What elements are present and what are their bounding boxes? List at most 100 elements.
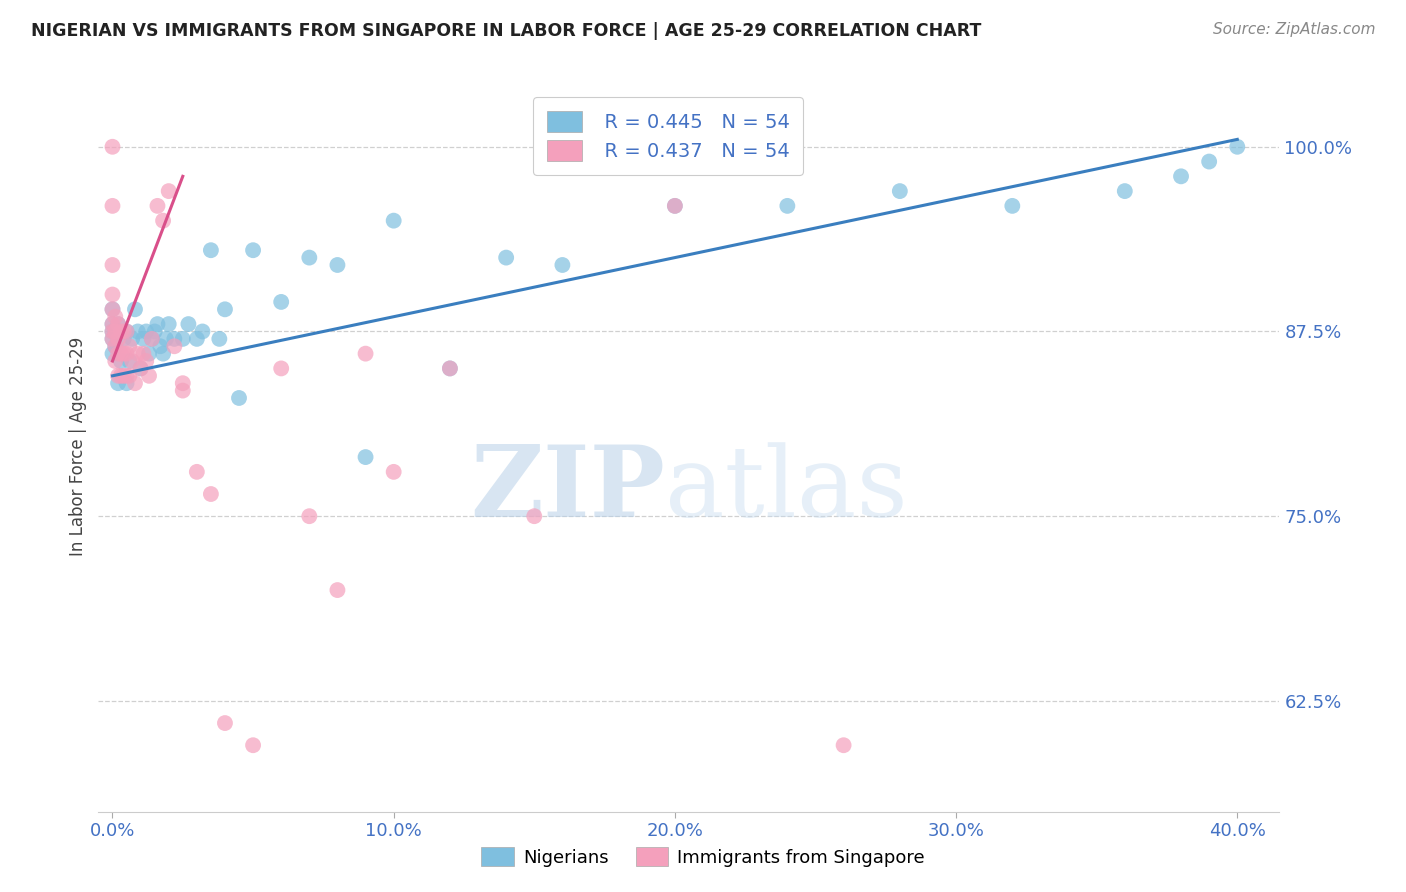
Point (163, 332, 186, 346)
Point (101, 325, 124, 339)
Point (523, 509, 546, 524)
Point (101, 287, 124, 301)
Point (101, 199, 124, 213)
Text: atlas: atlas (665, 442, 908, 538)
Point (124, 376, 146, 391)
Point (104, 339, 127, 353)
Point (157, 184, 180, 198)
Point (121, 332, 143, 346)
Text: NIGERIAN VS IMMIGRANTS FROM SINGAPORE IN LABOR FORCE | AGE 25-29 CORRELATION CHA: NIGERIAN VS IMMIGRANTS FROM SINGAPORE IN… (31, 22, 981, 40)
Point (135, 325, 157, 339)
Point (107, 368, 129, 383)
Point (101, 325, 124, 339)
Point (115, 376, 138, 391)
Point (146, 317, 169, 331)
Point (115, 325, 138, 339)
Point (157, 317, 180, 331)
Point (1198, 154, 1220, 169)
Point (214, 716, 236, 731)
Point (141, 332, 163, 346)
Point (110, 346, 132, 360)
Point (143, 325, 166, 339)
Point (208, 332, 231, 346)
Point (439, 361, 461, 376)
Point (163, 339, 186, 353)
Point (242, 244, 264, 258)
Point (127, 325, 149, 339)
Point (495, 251, 517, 265)
Point (101, 302, 124, 317)
Text: ZIP: ZIP (471, 442, 665, 539)
Point (104, 310, 127, 324)
Point (177, 317, 200, 331)
Point (118, 339, 141, 353)
Point (107, 317, 129, 331)
Point (104, 354, 127, 368)
Point (228, 391, 250, 405)
Point (115, 346, 138, 360)
Point (104, 325, 127, 339)
Point (832, 738, 855, 752)
Point (101, 140, 124, 154)
Point (1170, 169, 1192, 184)
Point (149, 339, 172, 353)
Point (129, 361, 152, 376)
Point (107, 332, 129, 346)
Y-axis label: In Labor Force | Age 25-29: In Labor Force | Age 25-29 (69, 336, 87, 556)
Point (112, 325, 135, 339)
Point (155, 332, 177, 346)
Point (104, 325, 127, 339)
Point (141, 332, 163, 346)
Point (112, 368, 135, 383)
Point (132, 346, 155, 360)
Point (138, 368, 160, 383)
Point (1001, 199, 1024, 213)
Point (152, 213, 174, 227)
Point (110, 368, 132, 383)
Point (129, 361, 152, 376)
Point (326, 583, 349, 598)
Point (439, 361, 461, 376)
Point (138, 346, 160, 360)
Point (270, 361, 292, 376)
Point (382, 213, 405, 227)
Point (186, 332, 208, 346)
Point (101, 317, 124, 331)
Point (112, 346, 135, 360)
Point (889, 184, 911, 198)
Point (101, 317, 124, 331)
Point (664, 199, 686, 213)
Point (1114, 184, 1136, 198)
Point (101, 346, 124, 360)
Point (326, 258, 349, 272)
Point (270, 294, 292, 309)
Point (214, 302, 236, 317)
Point (101, 302, 124, 317)
Point (172, 384, 194, 398)
Point (551, 258, 574, 272)
Point (242, 738, 264, 752)
Point (172, 332, 194, 346)
Point (152, 346, 174, 360)
Point (107, 317, 129, 331)
Legend: Nigerians, Immigrants from Singapore: Nigerians, Immigrants from Singapore (474, 840, 932, 874)
Point (101, 332, 124, 346)
Point (354, 450, 377, 464)
Point (104, 339, 127, 353)
Point (200, 487, 222, 501)
Point (382, 465, 405, 479)
Point (354, 346, 377, 360)
Point (101, 332, 124, 346)
Point (191, 325, 214, 339)
Point (1226, 140, 1249, 154)
Point (135, 354, 157, 368)
Point (107, 346, 129, 360)
Point (186, 465, 208, 479)
Legend:   R = 0.445   N = 54,   R = 0.437   N = 54: R = 0.445 N = 54, R = 0.437 N = 54 (533, 97, 803, 175)
Point (115, 325, 138, 339)
Point (664, 199, 686, 213)
Point (776, 199, 799, 213)
Point (112, 332, 135, 346)
Point (110, 325, 132, 339)
Point (132, 332, 155, 346)
